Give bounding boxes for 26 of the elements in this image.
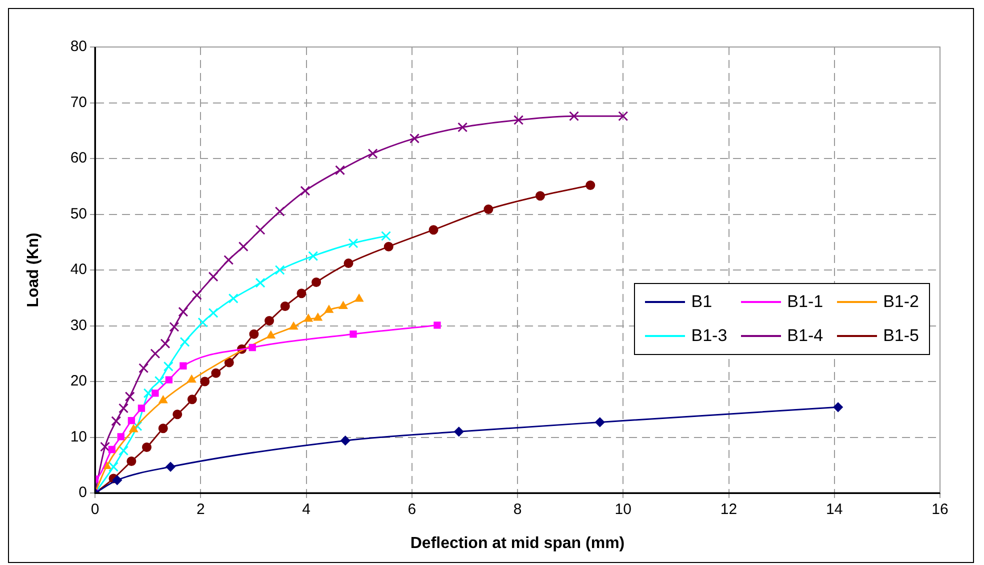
x-tick-label: 14 bbox=[826, 501, 843, 518]
x-tick-label: 12 bbox=[720, 501, 738, 518]
x-tick-label: 8 bbox=[513, 501, 522, 518]
x-tick-label: 16 bbox=[932, 501, 948, 518]
y-tick-label: 60 bbox=[70, 150, 87, 167]
legend-label: B1-5 bbox=[883, 326, 919, 346]
legend-label: B1 bbox=[691, 292, 712, 312]
x-tick-label: 6 bbox=[408, 501, 416, 518]
y-tick-label: 40 bbox=[70, 261, 87, 278]
y-tick-label: 30 bbox=[70, 316, 87, 334]
legend-label: B1-4 bbox=[787, 326, 824, 346]
y-tick-label: 70 bbox=[70, 94, 87, 111]
x-tick-label: 10 bbox=[614, 501, 632, 518]
y-axis-title: Load (Kn) bbox=[25, 232, 42, 308]
legend-label: B1-2 bbox=[883, 292, 919, 312]
y-tick-label: 80 bbox=[70, 38, 87, 56]
y-tick-label: 20 bbox=[70, 372, 87, 390]
y-tick-label: 0 bbox=[78, 484, 87, 502]
legend-label: B1-1 bbox=[787, 292, 824, 312]
x-tick-label: 0 bbox=[90, 501, 100, 518]
legend-label: B1-3 bbox=[691, 326, 728, 346]
x-tick-label: 4 bbox=[302, 501, 310, 518]
y-tick-label: 50 bbox=[70, 205, 87, 222]
y-tick-label: 10 bbox=[70, 428, 87, 446]
x-axis-title: Deflection at mid span (mm) bbox=[410, 534, 625, 552]
x-tick-label: 2 bbox=[196, 501, 205, 518]
